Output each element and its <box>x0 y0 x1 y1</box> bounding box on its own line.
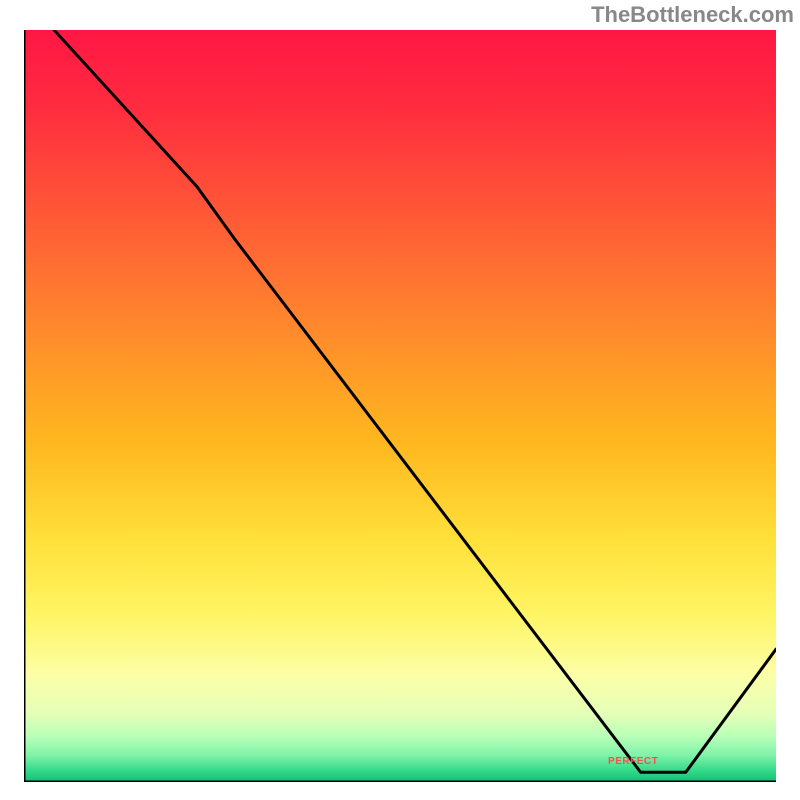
series-line <box>24 30 776 776</box>
perfect-label: PERFECT <box>608 756 658 767</box>
plot-area: PERFECT <box>24 30 776 776</box>
chart-root: TheBottleneck.com PERFECT <box>0 0 800 800</box>
watermark-text: TheBottleneck.com <box>591 2 794 28</box>
